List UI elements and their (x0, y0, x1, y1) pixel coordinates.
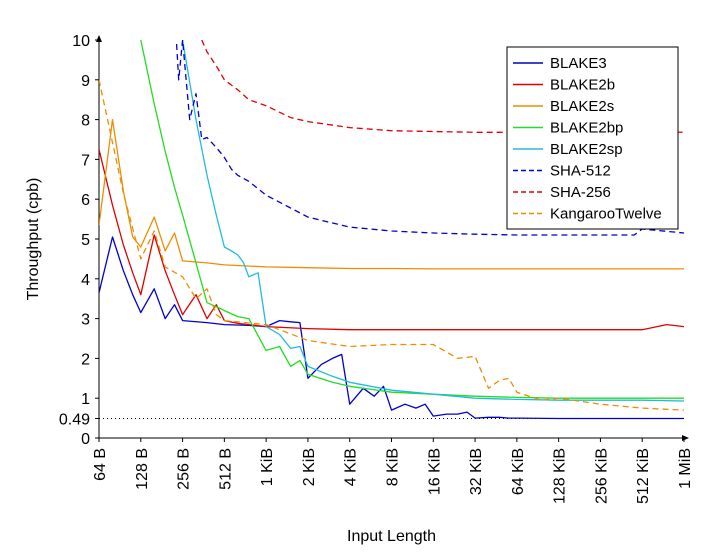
y-tick-label: 7 (81, 152, 90, 169)
legend-label-sha-256: SHA-256 (550, 184, 611, 201)
series-layer (99, 40, 684, 420)
series-line-sha-512 (175, 40, 684, 236)
legend-label-blake2sp: BLAKE2sp (550, 141, 623, 158)
x-tick-label: 1 KiB (259, 448, 276, 486)
x-tick-label: 64 B (92, 448, 109, 481)
y-tick-label: 2 (81, 351, 90, 368)
x-tick-label: 256 KiB (593, 448, 610, 504)
x-tick-label: 512 KiB (635, 448, 652, 504)
legend-label-blake2bp: BLAKE2bp (550, 120, 623, 137)
legend-label-blake3: BLAKE3 (550, 55, 607, 72)
y-tick-label: 1 (81, 391, 90, 408)
y-tick-label: 8 (81, 113, 90, 130)
y-tick-label: 3 (81, 312, 90, 329)
series-line-blake2sp (181, 40, 684, 402)
series-line-kangarootwelve (99, 79, 684, 411)
x-tick-label: 8 KiB (385, 448, 402, 486)
series-line-blake3 (99, 236, 684, 420)
series-line-blake2bp (140, 40, 684, 399)
x-tick-label: 128 B (134, 448, 151, 490)
x-tick-label: 256 B (176, 448, 193, 490)
series-line-sha-256 (201, 40, 684, 133)
x-tick-label: 32 KiB (468, 448, 485, 495)
x-tick-label: 64 KiB (510, 448, 527, 495)
x-tick-label: 16 KiB (426, 448, 443, 495)
legend: BLAKE3 BLAKE2b BLAKE2s BLAKE2bp BLAKE2sp SHA-… (506, 46, 679, 230)
legend-label-blake2b: BLAKE2b (550, 77, 615, 94)
x-tick-label: 1 MiB (677, 448, 694, 489)
x-axis-title: Input Length (347, 528, 436, 545)
y-tick-label: 0 (81, 431, 90, 448)
y-axis-arrow (96, 35, 102, 42)
y-tick-label: 4 (81, 272, 90, 289)
x-tick-label: 128 KiB (552, 448, 569, 504)
x-tick-label: 2 KiB (301, 448, 318, 486)
labels-layer: 0 1 2 3 4 5 6 7 8 9 10 0.49 64 B 128 B 256 B 512 B 1 KiB… (25, 33, 694, 545)
x-tick-label: 512 B (217, 448, 234, 490)
x-axis-arrow (682, 435, 689, 441)
y-tick-label: 5 (81, 232, 90, 249)
y-extra-tick-label: 0.49 (59, 411, 90, 428)
legend-label-sha-512: SHA-512 (550, 163, 611, 180)
series-line-blake2b (99, 149, 684, 331)
axes-layer (95, 35, 689, 442)
y-tick-label: 6 (81, 192, 90, 209)
y-tick-label: 9 (81, 73, 90, 90)
legend-label-blake2s: BLAKE2s (550, 98, 614, 115)
legend-box (506, 46, 679, 230)
legend-label-kangarootwelve: KangarooTwelve (550, 206, 662, 223)
y-axis-title: Throughput (cpb) (25, 178, 42, 301)
y-tick-label: 10 (72, 33, 90, 50)
x-tick-label: 4 KiB (343, 448, 360, 486)
